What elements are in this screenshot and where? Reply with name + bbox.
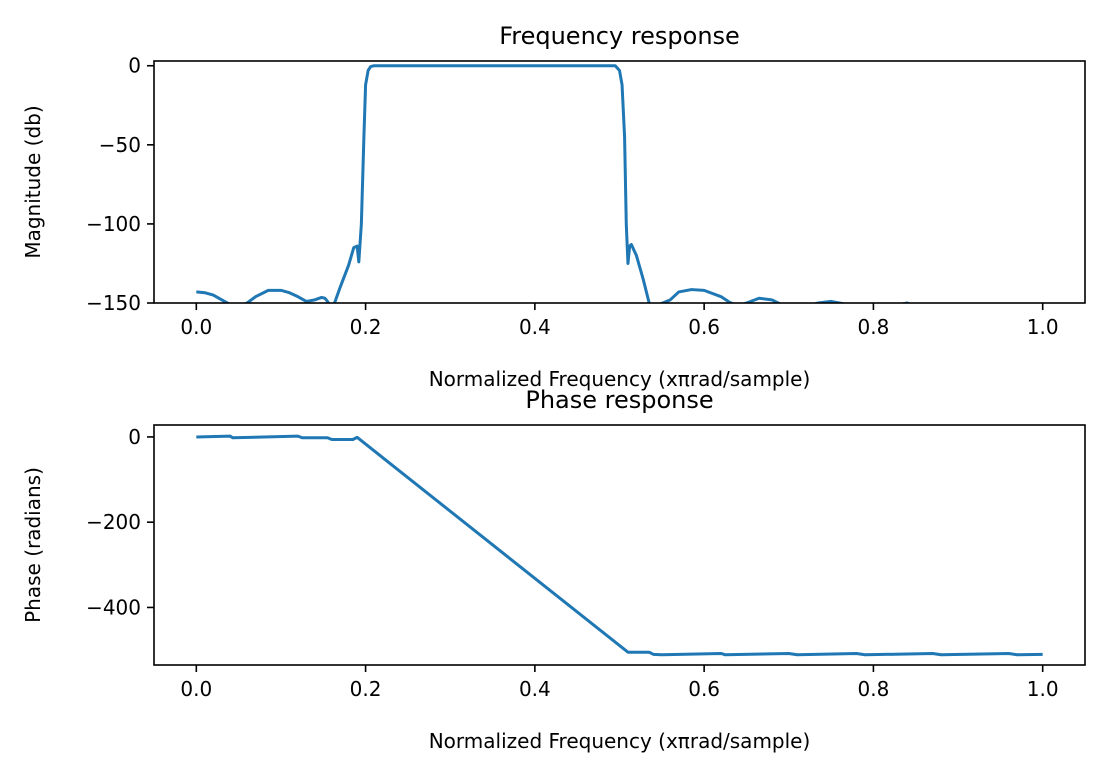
x-axis-label: Normalized Frequency (xπrad/sample) — [429, 729, 811, 753]
y-tick-label: 0 — [128, 54, 141, 78]
chart-title: Frequency response — [499, 22, 740, 50]
x-tick-label: 0.2 — [350, 315, 382, 339]
y-tick-label: −50 — [99, 133, 141, 157]
y-tick-label: −150 — [86, 291, 141, 315]
x-tick-label: 0.4 — [519, 677, 551, 701]
x-tick-label: 0.2 — [350, 677, 382, 701]
x-tick-label: 1.0 — [1027, 315, 1059, 339]
x-tick-label: 0.6 — [688, 677, 720, 701]
x-tick-label: 0.0 — [180, 315, 212, 339]
subplot-1: 0.0 0.2 0.4 0.6 0.8 1.0 0 −50 −100 −150 Frequency … — [21, 22, 1086, 391]
y-tick-label: −100 — [86, 212, 141, 236]
plot-frame — [153, 60, 1086, 304]
y-axis-label: Phase (radians) — [21, 467, 45, 623]
x-tick-label: 0.8 — [858, 677, 890, 701]
plot-frame — [153, 424, 1086, 666]
x-tick-label: 1.0 — [1027, 677, 1059, 701]
y-tick-label: −200 — [86, 510, 141, 534]
x-tick-label: 0.4 — [519, 315, 551, 339]
subplot-2: 0.0 0.2 0.4 0.6 0.8 1.0 0 −200 −400 Phase respons… — [21, 386, 1086, 753]
x-tick-label: 0.6 — [688, 315, 720, 339]
x-axis-label: Normalized Frequency (xπrad/sample) — [429, 367, 811, 391]
y-tick-label: −400 — [86, 595, 141, 619]
chart-title: Phase response — [525, 386, 713, 414]
x-tick-label: 0.8 — [858, 315, 890, 339]
series-line-1-1 — [196, 64, 912, 303]
y-axis-label: Magnitude (db) — [21, 105, 45, 258]
series-line-2-1 — [196, 434, 1043, 657]
y-tick-label: 0 — [128, 425, 141, 449]
x-tick-label: 0.0 — [180, 677, 212, 701]
